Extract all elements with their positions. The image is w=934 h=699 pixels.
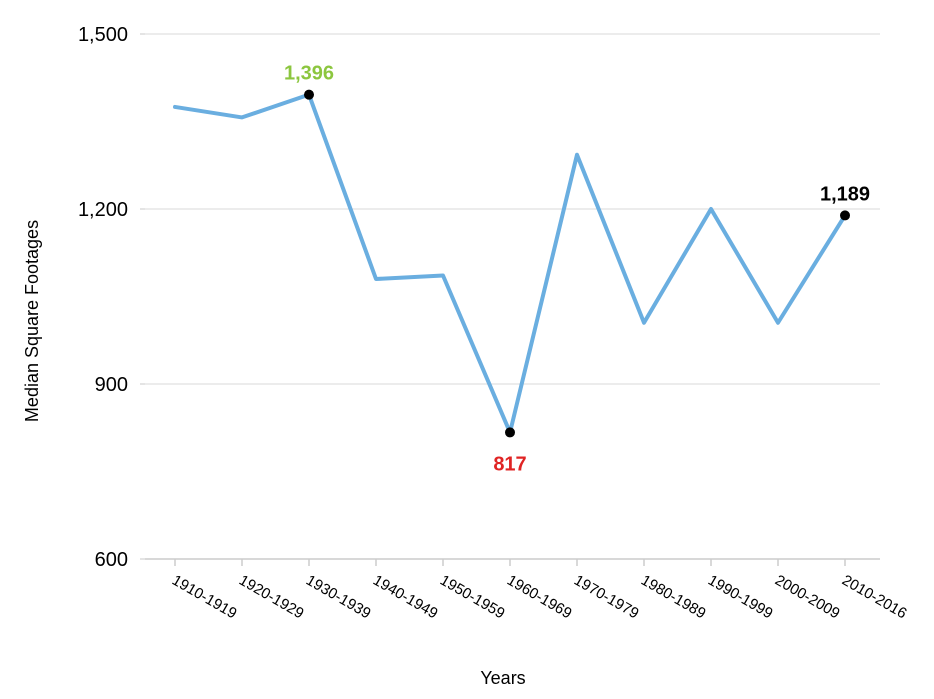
x-tick-label: 1970-1979 <box>571 572 642 623</box>
data-point-marker <box>505 427 515 438</box>
data-point-marker <box>304 89 314 100</box>
x-tick-label: 1930-1939 <box>303 572 374 623</box>
data-point-marker <box>840 210 850 221</box>
x-tick-label: 1940-1949 <box>370 572 441 623</box>
x-tick-label: 1910-1919 <box>169 572 240 623</box>
series-line <box>173 92 847 435</box>
gridlines <box>145 33 880 385</box>
x-axis-title: Years <box>480 668 525 688</box>
x-tick-label: 1920-1929 <box>236 572 307 623</box>
labels: 1,396 817 1,189 <box>284 63 870 476</box>
x-tick-label: 1950-1959 <box>437 572 508 623</box>
markers <box>304 89 850 438</box>
x-tick-label: 1980-1989 <box>638 572 709 623</box>
y-tick-label: 600 <box>95 549 128 571</box>
y-tick-label: 1,200 <box>78 199 128 221</box>
series <box>173 92 847 435</box>
y-tick-label: 900 <box>95 374 128 396</box>
x-tick-label: 2000-2009 <box>772 572 843 623</box>
y-axis-title: Median Square Footages <box>22 220 42 422</box>
x-tick-label: 2010-2016 <box>839 572 910 623</box>
y-tick-label: 1,500 <box>78 24 128 46</box>
x-tick-label: 1990-1999 <box>705 572 776 623</box>
x-tick-label: 1960-1969 <box>504 572 575 623</box>
data-label: 817 <box>493 453 526 475</box>
data-label: 1,396 <box>284 63 334 85</box>
data-label: 1,189 <box>820 183 870 205</box>
axes: 600 900 1,200 1,500 1910-19191920-19291930-1… <box>78 24 910 622</box>
